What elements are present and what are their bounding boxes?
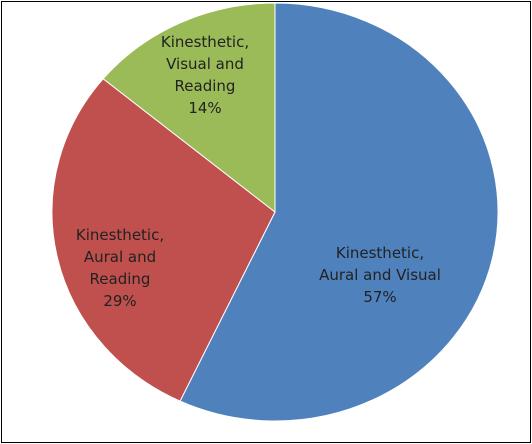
slice-value: 29% [103, 292, 137, 310]
pie-slice [179, 2, 499, 422]
slice-category: Kinesthetic, Aural and Reading [75, 226, 165, 288]
slice-label: Kinesthetic, Aural and Reading 29% [76, 224, 164, 312]
slice-category: Kinesthetic, Visual and Reading [160, 33, 250, 95]
slice-label: Kinesthetic, Visual and Reading 14% [161, 31, 249, 119]
slice-label: Kinesthetic, Aural and Visual 57% [319, 242, 441, 308]
pie-slice [51, 78, 276, 402]
slice-value: 14% [188, 99, 222, 117]
slice-value: 57% [363, 288, 397, 306]
pie-slice [102, 2, 276, 214]
slice-category: Kinesthetic, Aural and Visual [319, 244, 441, 284]
